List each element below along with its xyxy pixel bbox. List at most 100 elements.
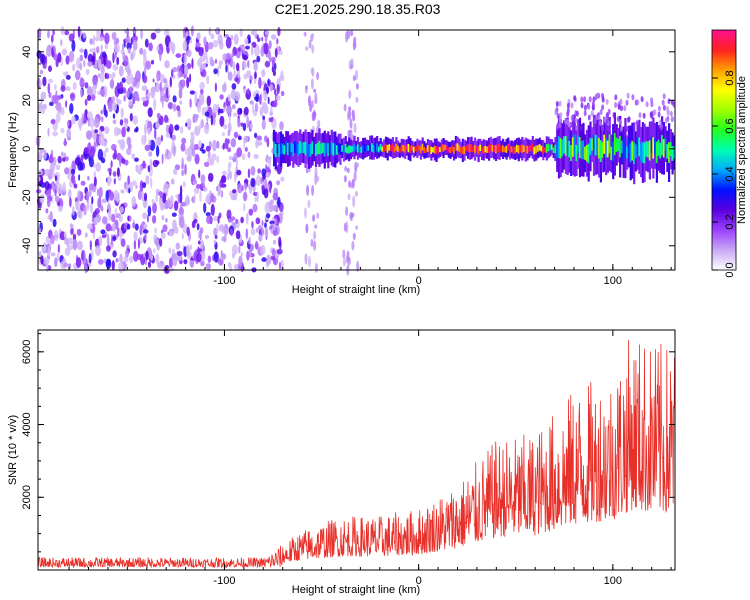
- noise-blob: [231, 104, 236, 110]
- noise-blob: [132, 39, 138, 51]
- band-core: [500, 145, 503, 152]
- noise-blob: [215, 104, 220, 109]
- noise-blob: [230, 216, 236, 221]
- noise-blob: [164, 28, 168, 37]
- band-core: [566, 136, 569, 157]
- noise-blob: [131, 180, 137, 186]
- noise-blob: [272, 70, 276, 77]
- noise-blob: [44, 181, 50, 191]
- band-core: [554, 144, 557, 154]
- band-core: [323, 143, 326, 157]
- noise-blob: [247, 168, 251, 179]
- noise-blob: [112, 250, 117, 258]
- noise-blob: [200, 260, 205, 267]
- noise-blob: [246, 250, 250, 261]
- noise-blob: [136, 96, 140, 102]
- noise-blob: [156, 112, 161, 119]
- noise-blob: [38, 150, 43, 161]
- band-core: [477, 146, 480, 155]
- band-core: [594, 134, 597, 156]
- noise-blob: [198, 140, 202, 149]
- noise-blob: [59, 231, 66, 241]
- noise-blob: [110, 160, 113, 168]
- band-core: [650, 136, 653, 154]
- noise-blob: [127, 68, 132, 76]
- noise-blob: [194, 187, 200, 195]
- noise-blob: [123, 95, 126, 102]
- spectrogram-x-axis-label: Height of straight line (km): [292, 284, 420, 296]
- band-core: [564, 136, 568, 156]
- band-core: [510, 146, 513, 153]
- noise-blob: [353, 36, 357, 43]
- noise-blob: [88, 183, 95, 191]
- noise-blob: [261, 119, 266, 130]
- noise-blob: [265, 172, 271, 178]
- band-core: [423, 146, 426, 153]
- band-core: [549, 144, 552, 151]
- band-core: [414, 146, 417, 152]
- noise-blob: [70, 228, 74, 235]
- noise-blob: [245, 228, 248, 240]
- noise-blob: [101, 198, 107, 204]
- band-core: [425, 147, 428, 153]
- noise-blob: [221, 170, 227, 176]
- noise-blob: [234, 91, 241, 102]
- noise-blob: [107, 176, 112, 185]
- noise-blob: [198, 47, 204, 57]
- noise-blob: [148, 139, 152, 146]
- band-core: [502, 145, 505, 153]
- noise-blob: [268, 50, 272, 61]
- noise-blob: [120, 238, 126, 248]
- noise-blob: [208, 42, 214, 50]
- band-core: [561, 139, 564, 157]
- noise-blob: [64, 231, 67, 239]
- band-core: [432, 147, 435, 153]
- band-core: [421, 143, 424, 151]
- noise-blob: [256, 141, 263, 146]
- noise-blob: [233, 112, 238, 117]
- noise-blob: [84, 82, 89, 89]
- band-core: [582, 140, 585, 160]
- noise-blob: [90, 146, 95, 159]
- noise-blob: [277, 26, 281, 37]
- band-core: [664, 137, 667, 151]
- noise-blob: [114, 207, 117, 216]
- noise-blob: [57, 101, 62, 114]
- noise-blob: [56, 183, 63, 195]
- band-core: [460, 147, 463, 153]
- band-core: [592, 134, 596, 156]
- noise-blob: [215, 58, 217, 64]
- noise-blob: [268, 117, 274, 123]
- noise-blob: [113, 35, 117, 46]
- noise-blob: [50, 173, 57, 178]
- noise-blob: [57, 155, 62, 164]
- noise-blob: [343, 103, 347, 112]
- noise-blob: [248, 208, 254, 216]
- noise-blob: [127, 47, 131, 54]
- noise-blob: [116, 128, 122, 135]
- noise-blob: [93, 216, 99, 223]
- noise-blob: [237, 68, 240, 79]
- noise-blob: [351, 240, 355, 251]
- noise-blob: [356, 162, 360, 168]
- noise-blob: [199, 190, 202, 202]
- noise-blob: [135, 126, 139, 132]
- noise-blob: [269, 220, 275, 225]
- noise-blob: [100, 109, 103, 115]
- noise-blob: [221, 132, 225, 137]
- band-core: [334, 143, 337, 156]
- noise-blob: [200, 88, 204, 95]
- noise-blob: [276, 180, 281, 186]
- noise-blob: [52, 29, 55, 36]
- noise-blob: [225, 52, 232, 60]
- noise-blob: [117, 139, 121, 144]
- noise-blob: [119, 253, 123, 264]
- noise-blob: [666, 105, 669, 112]
- noise-blob: [77, 209, 81, 218]
- noise-blob: [113, 148, 117, 160]
- band-core: [634, 144, 637, 159]
- band-core: [550, 144, 554, 150]
- noise-blob: [280, 90, 285, 97]
- band-core: [491, 145, 494, 152]
- noise-blob: [199, 239, 205, 252]
